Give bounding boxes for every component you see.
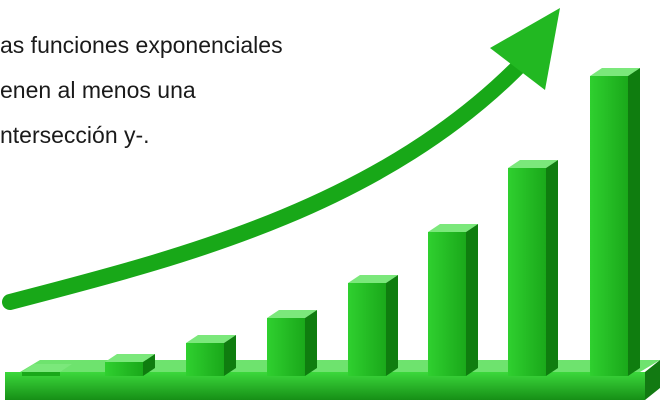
bar <box>348 275 398 376</box>
base-top <box>20 360 660 372</box>
text-line: ntersección y-. <box>0 122 150 148</box>
bars <box>22 68 640 376</box>
text-line: enen al menos una <box>0 77 196 103</box>
bar <box>22 364 72 376</box>
bar <box>428 224 478 376</box>
bar <box>186 335 236 376</box>
bar <box>105 354 155 376</box>
bar <box>508 160 558 376</box>
base-side <box>645 360 660 400</box>
base <box>5 372 645 400</box>
text-line: as funciones exponenciales <box>0 32 283 58</box>
arrow-shaft <box>2 52 533 310</box>
bar <box>590 68 640 376</box>
bar <box>267 310 317 376</box>
arrow-head <box>490 8 560 90</box>
